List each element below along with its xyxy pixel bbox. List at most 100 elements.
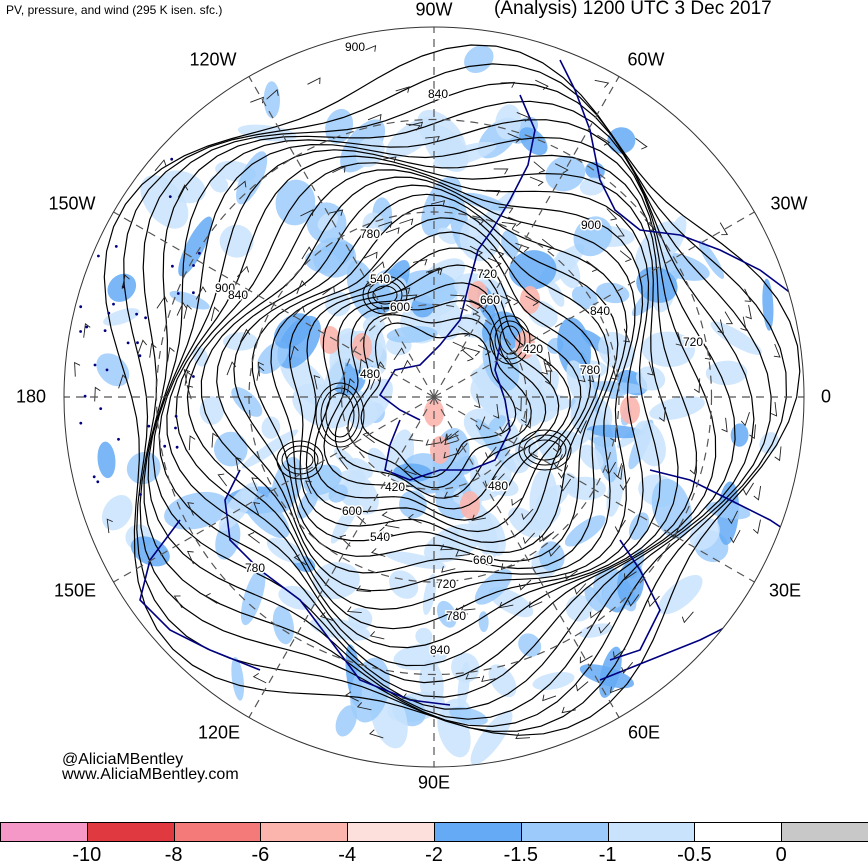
pv-blob xyxy=(97,441,116,479)
island xyxy=(174,414,178,418)
pv-blob xyxy=(140,175,189,229)
longitude-label: 120W xyxy=(189,49,237,70)
closed-contour xyxy=(372,285,398,305)
coastlines xyxy=(79,59,801,706)
longitude-label: 0 xyxy=(820,386,832,407)
wind-barb xyxy=(405,123,421,131)
pv-blob xyxy=(705,501,751,520)
colorbar-swatch xyxy=(434,822,522,842)
wind-barb xyxy=(457,325,471,337)
pv-blob xyxy=(164,491,230,530)
pv-blob xyxy=(103,308,140,326)
wind-barb xyxy=(542,694,557,702)
wind-barb xyxy=(474,393,481,409)
wind-barb xyxy=(544,370,552,386)
pv-blob xyxy=(649,396,705,421)
pv-blob xyxy=(518,633,542,657)
pv-blob xyxy=(415,627,433,645)
wind-barb xyxy=(401,693,417,701)
wind-barb xyxy=(204,593,218,604)
pv-high-blob xyxy=(620,396,640,424)
island xyxy=(79,421,83,425)
colorbar-label: -10 xyxy=(72,844,102,866)
closed-contour xyxy=(362,275,408,315)
contour-label: 900 xyxy=(215,281,235,295)
wind-barb xyxy=(740,316,747,331)
wind-barb xyxy=(441,566,456,573)
pv-blob xyxy=(325,108,354,144)
longitude-label: 120E xyxy=(197,722,241,743)
longitude-label: 90W xyxy=(415,0,453,20)
island xyxy=(135,312,139,316)
wind-barb xyxy=(658,407,666,423)
contour-label: 600 xyxy=(342,504,362,518)
pv-blob xyxy=(584,586,604,612)
latitude-circle xyxy=(340,303,528,491)
island xyxy=(163,444,167,448)
wind-barb xyxy=(381,511,396,522)
wind-barb xyxy=(74,361,81,377)
wind-barb xyxy=(359,358,367,374)
wind-barb xyxy=(195,286,207,300)
wind-barb xyxy=(507,216,522,227)
wind-barb xyxy=(374,361,385,376)
contour-label: 480 xyxy=(360,367,380,381)
wind-barb xyxy=(498,601,514,609)
island xyxy=(174,426,177,430)
contour-label: 840 xyxy=(430,643,450,657)
pv-blob xyxy=(545,155,586,192)
wind-barb xyxy=(452,341,467,352)
pv-blob xyxy=(279,355,332,407)
wind-barb xyxy=(594,79,610,88)
wind-barb xyxy=(378,221,393,228)
colorbar-swatch xyxy=(347,822,435,842)
wind-barb xyxy=(430,200,446,207)
colorbar-swatch xyxy=(0,822,88,842)
contour-label: 900 xyxy=(581,218,601,232)
pv-blob xyxy=(101,495,133,531)
wind-barb xyxy=(529,176,544,187)
pv-high-blob xyxy=(352,333,372,361)
wind-barb xyxy=(619,477,631,491)
wind-barb xyxy=(382,156,397,163)
island xyxy=(175,445,179,449)
closed-contour xyxy=(523,434,567,466)
pv-blob xyxy=(571,285,598,310)
wind-barb xyxy=(186,550,194,565)
wind-barb xyxy=(367,113,382,121)
pv-blob xyxy=(459,215,501,262)
wind-barb xyxy=(675,331,683,347)
wind-barb xyxy=(753,485,762,501)
wind-barb xyxy=(576,420,587,434)
contour-label: 780 xyxy=(245,561,265,575)
wind-barb xyxy=(541,360,548,375)
pv-blob xyxy=(710,321,762,355)
wind-barb xyxy=(605,461,616,476)
wind-barb xyxy=(518,579,532,591)
closed-contour xyxy=(315,382,365,448)
wind-barb xyxy=(471,514,486,521)
island xyxy=(171,264,174,268)
wind-barb xyxy=(439,433,452,445)
wind-barb xyxy=(83,322,91,338)
colorbar-swatch xyxy=(260,822,349,842)
wind-barb xyxy=(535,79,549,90)
latitude-circle xyxy=(155,118,713,676)
pv-blob xyxy=(508,250,557,290)
island xyxy=(198,251,201,255)
island xyxy=(107,311,111,315)
colorbar-swatch xyxy=(86,822,175,842)
pv-blob xyxy=(231,387,263,417)
wind-barb xyxy=(744,288,752,302)
pv-blob xyxy=(401,269,459,305)
wind-barb xyxy=(400,359,412,374)
wind-barb xyxy=(364,251,378,259)
pv-blob xyxy=(628,512,650,541)
pv-blob xyxy=(478,611,489,632)
pv-blob xyxy=(534,432,558,470)
closed-contour xyxy=(499,325,521,355)
wind-barb xyxy=(610,365,617,380)
map-disc xyxy=(64,27,804,767)
wind-barb xyxy=(369,729,384,739)
meridian xyxy=(113,211,435,398)
